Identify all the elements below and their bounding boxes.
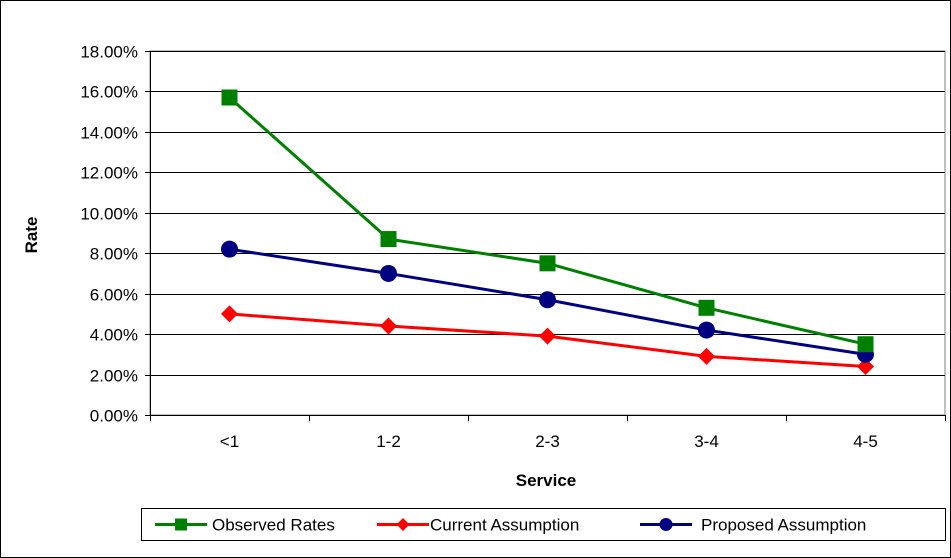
- data-point-circle: [659, 518, 673, 531]
- y-axis-title: Rate: [22, 217, 41, 254]
- data-point-circle: [698, 321, 715, 339]
- y-tick-label: 6.00%: [90, 286, 138, 305]
- x-axis-title: Service: [516, 471, 577, 490]
- y-tick-label: 8.00%: [90, 245, 138, 264]
- x-tick-label: 1-2: [376, 432, 401, 451]
- legend-box: [141, 508, 946, 541]
- legend-item: Observed Rates: [155, 516, 335, 535]
- y-tick-label: 18.00%: [80, 43, 138, 62]
- x-tick-label: 4-5: [853, 432, 878, 451]
- data-point-diamond: [396, 518, 410, 531]
- series-proposed-assumption: [221, 240, 874, 363]
- y-tick-label: 14.00%: [80, 124, 138, 143]
- x-tick-label: <1: [220, 432, 239, 451]
- data-point-square: [221, 89, 238, 106]
- y-tick-label: 2.00%: [90, 367, 138, 386]
- plot-area: [149, 50, 946, 416]
- legend-label: Current Assumption: [430, 516, 579, 535]
- data-point-diamond: [539, 327, 556, 345]
- axes: 0.00% 2.00% 4.00% 6.00% 8.00% 10.00% 12.00% 14.…: [80, 43, 946, 451]
- x-tick-label: 2-3: [535, 432, 560, 451]
- data-point-circle: [221, 240, 238, 258]
- series-current-assumption: [221, 305, 874, 375]
- legend-item: Proposed Assumption: [640, 516, 866, 535]
- data-point-diamond: [221, 305, 238, 323]
- gridlines: [150, 51, 945, 376]
- plot-area-background: [149, 50, 946, 416]
- y-tick-label: 12.00%: [80, 164, 138, 183]
- series-group: [221, 89, 874, 375]
- data-point-diamond: [380, 317, 397, 335]
- data-point-square: [857, 336, 874, 353]
- data-point-circle: [380, 264, 397, 282]
- y-tick-label: 4.00%: [90, 326, 138, 345]
- series-observed-rates: [221, 89, 874, 353]
- legend-label: Observed Rates: [212, 516, 335, 535]
- data-point-square: [539, 255, 556, 272]
- data-point-diamond: [698, 347, 715, 365]
- legend-label: Proposed Assumption: [701, 516, 866, 535]
- data-point-square: [175, 518, 187, 531]
- data-point-square: [380, 231, 397, 248]
- data-point-circle: [539, 291, 556, 309]
- data-point-square: [698, 299, 715, 316]
- y-tick-label: 16.00%: [80, 83, 138, 102]
- y-tick-label: 0.00%: [90, 407, 138, 426]
- y-tick-label: 10.00%: [80, 205, 138, 224]
- x-tick-label: 3-4: [694, 432, 719, 451]
- legend-item: Current Assumption: [377, 516, 579, 535]
- legend: Observed Rates Current Assumption Proposed…: [141, 508, 946, 541]
- data-point-diamond: [857, 357, 874, 375]
